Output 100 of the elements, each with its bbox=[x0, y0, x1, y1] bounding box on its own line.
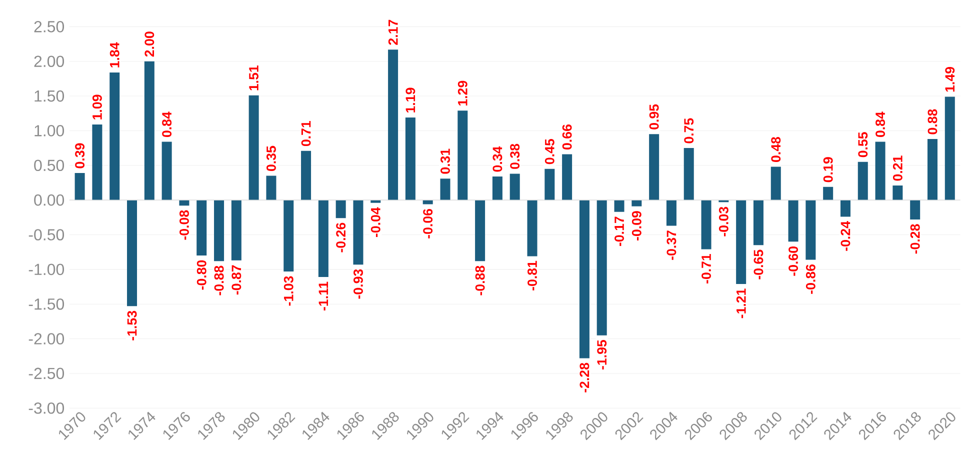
data-label: -0.09 bbox=[632, 211, 642, 240]
data-label: 1.09 bbox=[92, 94, 102, 120]
data-label: -0.87 bbox=[232, 265, 242, 294]
data-label: -0.17 bbox=[614, 216, 624, 246]
bar bbox=[944, 96, 955, 200]
data-label: 0.31 bbox=[440, 148, 450, 174]
data-label: 0.55 bbox=[858, 132, 868, 158]
bar bbox=[892, 185, 903, 200]
bar bbox=[370, 200, 381, 203]
bar bbox=[806, 200, 816, 260]
bar bbox=[440, 178, 450, 200]
data-label: -0.03 bbox=[718, 206, 728, 236]
bar bbox=[353, 200, 364, 264]
y-tick-label: -1.00 bbox=[28, 264, 64, 276]
data-label: -0.93 bbox=[354, 269, 363, 299]
data-label: -0.86 bbox=[806, 264, 816, 294]
bar bbox=[74, 172, 85, 200]
bar bbox=[179, 200, 190, 206]
y-tick-label: 1.00 bbox=[34, 124, 64, 136]
data-label: 0.35 bbox=[266, 146, 276, 171]
data-label: 0.19 bbox=[823, 157, 833, 182]
data-label: 0.84 bbox=[162, 112, 172, 137]
data-label: 0.38 bbox=[510, 144, 520, 169]
y-tick-label: -2.50 bbox=[28, 368, 64, 380]
bar bbox=[492, 176, 502, 200]
data-label: -0.28 bbox=[910, 224, 920, 254]
bar bbox=[405, 117, 416, 200]
y-tick-label: 2.00 bbox=[34, 56, 64, 67]
data-label: 0.66 bbox=[562, 124, 572, 150]
data-label: -0.65 bbox=[754, 250, 764, 280]
bar bbox=[579, 200, 590, 358]
data-label: -0.60 bbox=[788, 246, 798, 276]
bar bbox=[266, 176, 276, 200]
data-label: -0.37 bbox=[666, 230, 676, 260]
bar bbox=[910, 200, 920, 220]
bar bbox=[544, 168, 555, 200]
data-label: -0.24 bbox=[840, 220, 850, 251]
y-tick-label: 1.50 bbox=[34, 90, 64, 102]
bar bbox=[770, 166, 781, 200]
bar bbox=[336, 200, 346, 218]
bar bbox=[596, 200, 607, 336]
data-label: 0.34 bbox=[492, 146, 502, 172]
bar bbox=[840, 200, 850, 217]
data-label: -0.71 bbox=[702, 254, 711, 284]
data-label: 2.17 bbox=[388, 20, 398, 45]
bar bbox=[318, 200, 328, 277]
data-label: -1.95 bbox=[597, 340, 607, 370]
data-label: 0.21 bbox=[892, 156, 902, 181]
data-label: 0.71 bbox=[301, 120, 311, 146]
data-label: -1.53 bbox=[127, 310, 137, 340]
data-label: -0.88 bbox=[214, 266, 224, 296]
bar bbox=[858, 162, 868, 200]
bar bbox=[562, 154, 572, 200]
data-label: -1.11 bbox=[318, 282, 328, 310]
y-tick-label: 0.50 bbox=[34, 160, 64, 171]
data-label: -0.08 bbox=[179, 210, 189, 240]
data-label: 0.75 bbox=[684, 118, 694, 144]
data-label: -0.81 bbox=[528, 260, 537, 290]
bar bbox=[110, 72, 120, 200]
bar bbox=[92, 124, 102, 200]
data-label: 1.49 bbox=[945, 66, 955, 92]
bar bbox=[753, 200, 764, 246]
y-tick-label: -1.50 bbox=[28, 298, 64, 310]
bar bbox=[614, 200, 624, 212]
data-label: 0.95 bbox=[649, 104, 659, 130]
data-label: 0.39 bbox=[75, 143, 85, 168]
bar bbox=[231, 200, 242, 260]
bar bbox=[701, 200, 712, 250]
data-label: 1.29 bbox=[458, 80, 468, 106]
data-label: 0.84 bbox=[876, 112, 886, 137]
bar bbox=[248, 95, 259, 200]
data-label: -1.03 bbox=[284, 276, 294, 306]
bar bbox=[127, 200, 138, 306]
bar bbox=[632, 200, 642, 206]
data-label: 1.84 bbox=[110, 42, 120, 68]
bar bbox=[736, 200, 746, 284]
bar bbox=[527, 200, 538, 256]
y-tick-label: 0.00 bbox=[34, 194, 64, 206]
y-tick-label: -3.00 bbox=[28, 402, 64, 414]
bar bbox=[475, 200, 486, 262]
bar bbox=[301, 150, 312, 200]
data-label: 0.88 bbox=[928, 109, 938, 134]
y-tick-label: 2.50 bbox=[34, 20, 64, 32]
data-label: 1.51 bbox=[249, 65, 258, 90]
data-label: -0.88 bbox=[475, 266, 485, 296]
data-label: 0.45 bbox=[544, 138, 554, 164]
bar bbox=[388, 49, 398, 200]
bar bbox=[666, 200, 676, 226]
data-label: -2.28 bbox=[580, 362, 590, 392]
bar bbox=[510, 174, 520, 200]
bar bbox=[823, 186, 834, 200]
data-label: 0.48 bbox=[771, 136, 781, 162]
data-label: 2.00 bbox=[144, 32, 154, 57]
bar bbox=[144, 61, 154, 200]
bar bbox=[284, 200, 294, 272]
data-label: -0.04 bbox=[370, 207, 380, 237]
bar bbox=[458, 110, 468, 200]
bar bbox=[214, 200, 224, 262]
bar bbox=[649, 134, 660, 200]
y-tick-label: -2.00 bbox=[28, 333, 64, 344]
